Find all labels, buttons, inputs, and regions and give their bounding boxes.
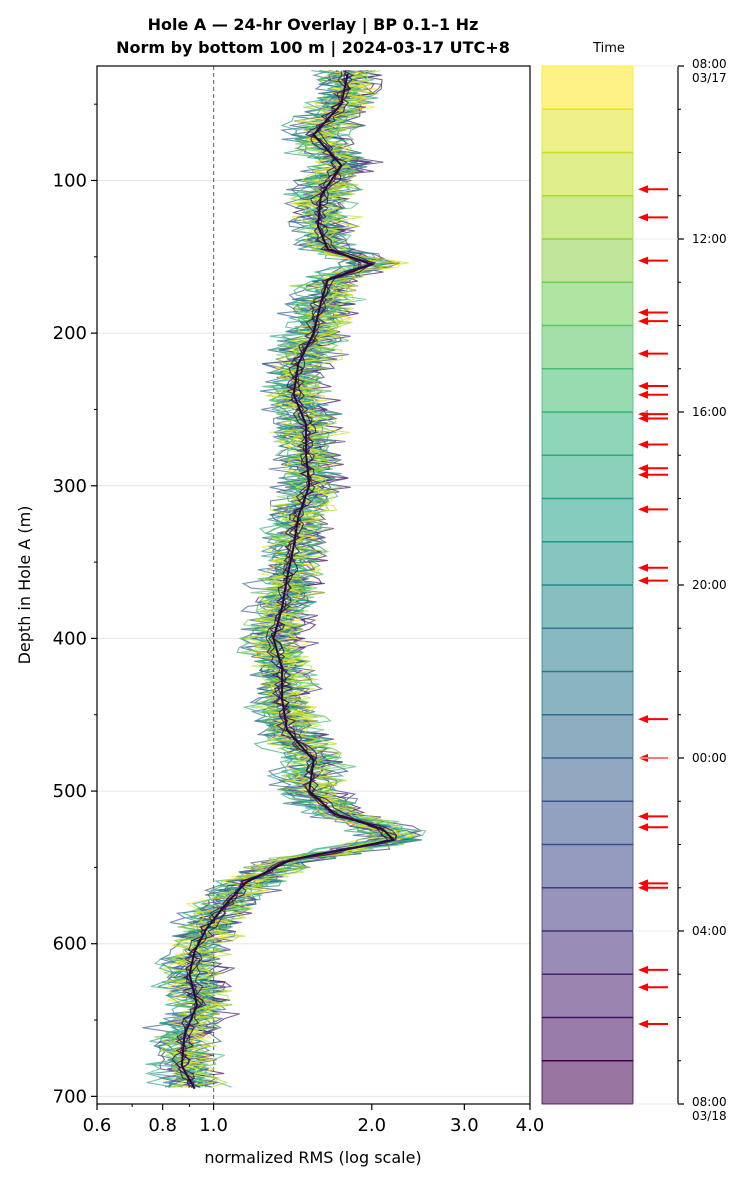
event-arrow-head bbox=[638, 563, 648, 572]
x-tick-label: 2.0 bbox=[357, 1115, 386, 1136]
event-arrow-head bbox=[638, 414, 648, 423]
colorbar-bin bbox=[541, 541, 634, 586]
colorbar-bin bbox=[541, 1017, 634, 1062]
event-arrow-head bbox=[638, 308, 648, 317]
y-tick-label: 600 bbox=[53, 934, 87, 955]
x-tick-label: 0.8 bbox=[148, 1115, 177, 1136]
colorbar-bin bbox=[541, 714, 634, 759]
y-tick-label: 500 bbox=[53, 781, 87, 802]
x-tick-label: 1.0 bbox=[199, 1115, 228, 1136]
event-arrows bbox=[638, 185, 668, 1028]
event-arrow-head bbox=[638, 715, 648, 724]
colorbar-bin bbox=[541, 281, 634, 326]
y-tick-label: 700 bbox=[53, 1086, 87, 1107]
colorbar-bin bbox=[541, 887, 634, 932]
event-arrow-head bbox=[638, 812, 648, 821]
mean-profile bbox=[180, 73, 396, 1090]
event-arrow-head bbox=[638, 317, 648, 326]
y-tick-label: 100 bbox=[53, 170, 87, 191]
profile-trace bbox=[154, 70, 404, 1088]
colorbar-bin bbox=[541, 195, 634, 240]
time-tick-label: 03/17 bbox=[692, 71, 727, 85]
colorbar-bin bbox=[541, 238, 634, 283]
colorbar-bin bbox=[541, 757, 634, 802]
colorbar-bin bbox=[541, 325, 634, 370]
colorbar-bin bbox=[541, 627, 634, 672]
time-tick-label: 16:00 bbox=[692, 405, 727, 419]
time-axis: 08:0003/1712:0016:0020:0000:0004:0008:00… bbox=[633, 57, 727, 1123]
colorbar-bin bbox=[541, 411, 634, 456]
colorbar-bin bbox=[541, 1060, 634, 1105]
event-arrow-head bbox=[638, 823, 648, 832]
plot-frame bbox=[96, 65, 531, 1105]
colorbar bbox=[541, 65, 634, 1105]
event-arrow-head bbox=[638, 464, 648, 473]
event-arrow-head bbox=[638, 505, 648, 514]
x-tick-label: 3.0 bbox=[450, 1115, 479, 1136]
colorbar-title: Time bbox=[592, 41, 625, 56]
colorbar-bin bbox=[541, 65, 634, 110]
event-arrow-head bbox=[638, 213, 648, 222]
colorbar-bin bbox=[541, 368, 634, 413]
colorbar-bin bbox=[541, 800, 634, 845]
event-arrow-head bbox=[638, 965, 648, 974]
event-arrow-head bbox=[638, 576, 648, 585]
colorbar-bin bbox=[541, 498, 634, 543]
colorbar-bin bbox=[541, 930, 634, 975]
time-tick-label: 04:00 bbox=[692, 924, 727, 938]
profile-trace bbox=[174, 70, 417, 1088]
y-tick-label: 400 bbox=[53, 628, 87, 649]
colorbar-bin bbox=[541, 584, 634, 629]
mean-trace bbox=[179, 70, 398, 1088]
y-tick-label: 200 bbox=[53, 323, 87, 344]
event-arrow-head bbox=[638, 382, 648, 391]
event-arrow-head bbox=[638, 1019, 648, 1028]
time-tick-label: 00:00 bbox=[692, 751, 727, 765]
chart-title-line-2: Norm by bottom 100 m | 2024-03-17 UTC+8 bbox=[116, 38, 510, 58]
event-arrow-head bbox=[638, 470, 648, 479]
colorbar-bin bbox=[541, 108, 634, 153]
y-axis-label: Depth in Hole A (m) bbox=[15, 506, 34, 665]
time-tick-label: 20:00 bbox=[692, 578, 727, 592]
x-tick-label: 0.6 bbox=[83, 1115, 112, 1136]
colorbar-bin bbox=[541, 973, 634, 1018]
time-tick-label: 08:00 bbox=[692, 1095, 727, 1109]
colorbar-bin bbox=[541, 844, 634, 889]
x-axis: 0.6 0.8 1.0 2.0 3.0 4.0 bbox=[83, 1104, 545, 1136]
time-tick-label: 03/18 bbox=[692, 1109, 727, 1123]
time-tick-label: 08:00 bbox=[692, 57, 727, 71]
event-arrow-head bbox=[638, 883, 648, 892]
event-arrow-head bbox=[638, 440, 648, 449]
event-arrow-head bbox=[638, 983, 648, 992]
mean-trace bbox=[176, 70, 398, 1088]
chart-title-line-1: Hole A — 24-hr Overlay | BP 0.1–1 Hz bbox=[148, 15, 479, 35]
colorbar-bin bbox=[541, 671, 634, 716]
y-axis: 100 200 300 400 500 600 700 bbox=[53, 103, 97, 1107]
y-tick-label: 300 bbox=[53, 476, 87, 497]
colorbar-bin bbox=[541, 152, 634, 197]
event-arrow-head bbox=[638, 256, 648, 265]
x-axis-label: normalized RMS (log scale) bbox=[204, 1148, 421, 1167]
profile-traces bbox=[142, 70, 427, 1090]
colorbar-bin bbox=[541, 454, 634, 499]
event-arrow-head bbox=[638, 349, 648, 358]
profile-trace bbox=[160, 70, 402, 1088]
time-tick-label: 12:00 bbox=[692, 232, 727, 246]
event-arrow-head bbox=[638, 185, 648, 194]
x-tick-label: 4.0 bbox=[516, 1115, 545, 1136]
event-arrow-head bbox=[638, 390, 648, 399]
